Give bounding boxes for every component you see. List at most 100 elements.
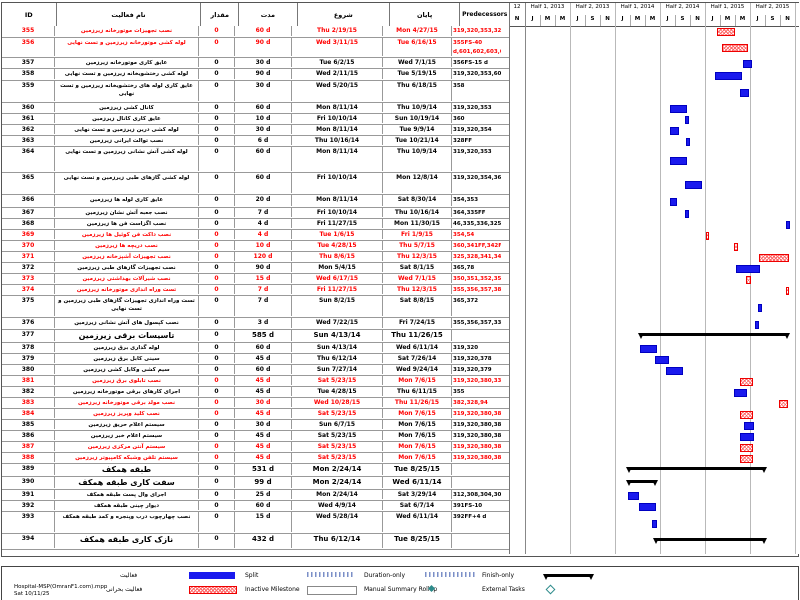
cell-start[interactable]: Sun 4/13/14 [292, 330, 383, 341]
cell-start[interactable]: Sat 5/23/15 [292, 409, 383, 418]
cell-dur[interactable]: 30 d [235, 81, 292, 101]
cell-name[interactable]: عایق کاری لوله ها زیرزمین [55, 195, 199, 206]
cell-id[interactable]: 370 [2, 241, 55, 250]
cell-id[interactable]: 375 [2, 296, 55, 316]
table-row-367[interactable]: 367 نصب جعبه آتش نشان زیرزمین 0 7 d Fri 10/1… [2, 208, 509, 219]
cell-dur[interactable]: 30 d [235, 125, 292, 134]
cell-qty[interactable]: 0 [199, 285, 235, 294]
cell-dur[interactable]: 585 d [235, 330, 292, 341]
cell-qty[interactable]: 0 [199, 38, 235, 56]
cell-start[interactable]: Fri 10/10/14 [292, 208, 383, 217]
cell-pred[interactable]: 354,54 [453, 232, 475, 238]
cell-pred[interactable]: 391FS-10 d,319 [453, 503, 483, 509]
cell-finish[interactable]: Sat 3/29/14 [383, 490, 452, 499]
cell-start[interactable]: Thu 10/16/14 [292, 136, 383, 145]
cell-start[interactable]: Wed 2/11/15 [292, 69, 383, 79]
cell-pred[interactable] [452, 534, 501, 548]
cell-pred[interactable]: 319,320,380,335 [453, 378, 501, 384]
cell-finish[interactable]: Sun 10/19/14 [383, 114, 452, 123]
cell-id[interactable]: 367 [2, 208, 55, 217]
cell-dur[interactable]: 7 d [235, 296, 292, 316]
cell-finish[interactable]: Mon 7/6/15 [383, 409, 452, 418]
cell-pred[interactable]: 46,335,336,325,3 [453, 221, 501, 227]
cell-id[interactable]: 356 [2, 38, 55, 56]
table-row-359[interactable]: 359 عایق کاری لوله های رختشویخانه زیرزمین… [2, 81, 509, 103]
cell-start[interactable]: Fri 10/10/14 [292, 114, 383, 123]
table-row-381[interactable]: 381 نصب تابلوی برق زیرزمین 0 45 d Sat 5/23/1… [2, 376, 509, 387]
cell-id[interactable]: 358 [2, 69, 55, 79]
cell-dur[interactable]: 15 d [235, 512, 292, 532]
cell-dur[interactable]: 60 d [235, 103, 292, 112]
cell-finish[interactable]: Wed 7/1/15 [383, 274, 452, 283]
cell-id[interactable]: 390 [2, 477, 55, 488]
cell-name[interactable]: عایق کاری موتورخانه زیرزمین [55, 58, 199, 67]
cell-pred[interactable] [452, 464, 501, 475]
cell-name[interactable]: نصب کپسول های آتش نشانی زیرزمین [55, 318, 199, 328]
table-row-380[interactable]: 380 سیم کشی وکابل کشی زیرزمین 0 60 d Sun 7/2… [2, 365, 509, 376]
table-row-375[interactable]: 375 تست وراه اندازی تجهیزات گازهای طبی زی… [2, 296, 509, 318]
gantt-bar-374[interactable] [786, 286, 790, 295]
cell-start[interactable]: Wed 4/9/14 [292, 501, 383, 510]
cell-start[interactable]: Mon 8/11/14 [292, 103, 383, 112]
gantt-bar-382[interactable] [734, 389, 748, 397]
gantt-bar-373[interactable] [746, 275, 752, 284]
gantt-bar-359[interactable] [739, 88, 750, 97]
gantt-bar-377[interactable] [638, 332, 790, 339]
cell-name[interactable]: نصب تجهیزات موتورخانه زیرزمین [55, 26, 199, 36]
cell-pred[interactable]: 358 [453, 83, 465, 89]
cell-start[interactable]: Wed 6/17/15 [292, 274, 383, 283]
cell-dur[interactable]: 90 d [235, 69, 292, 79]
cell-qty[interactable]: 0 [199, 318, 235, 328]
cell-dur[interactable]: 99 d [235, 477, 292, 488]
table-row-377[interactable]: 377 تاسیسات برقی زیرزمین 0 585 d Sun 4/13/14… [2, 330, 509, 343]
cell-start[interactable]: Mon 8/11/14 [292, 125, 383, 134]
cell-pred[interactable]: 328FF [453, 138, 472, 144]
cell-pred[interactable]: 319,320,353,601 [453, 71, 501, 77]
table-row-376[interactable]: 376 نصب کپسول های آتش نشانی زیرزمین 0 3 d We… [2, 318, 509, 330]
column-header-finish[interactable]: پایان [390, 3, 461, 26]
cell-finish[interactable]: Tue 6/16/15 [383, 38, 452, 56]
cell-start[interactable]: Sat 5/23/15 [292, 376, 383, 385]
table-row-386[interactable]: 386 سیستم اعلام خبر زیرزمین 0 45 d Sat 5/23/… [2, 431, 509, 442]
table-row-373[interactable]: 373 نصب شیرآلات بهداشتی زیرزمین 0 15 d Wed 6… [2, 274, 509, 285]
cell-id[interactable]: 359 [2, 81, 55, 101]
gantt-bar-367[interactable] [684, 210, 689, 218]
cell-qty[interactable]: 0 [199, 125, 235, 134]
gantt-bar-363[interactable] [686, 138, 690, 146]
cell-id[interactable]: 362 [2, 125, 55, 134]
cell-name[interactable]: نصب توالت ایرانی زیرزمین [55, 136, 199, 145]
cell-start[interactable]: Wed 10/28/15 [292, 398, 383, 407]
cell-pred[interactable]: 319,320,353 [453, 105, 492, 111]
cell-name[interactable]: نصب جعبه آتش نشان زیرزمین [55, 208, 199, 217]
cell-pred[interactable]: 319,320,380,381 [453, 455, 501, 461]
cell-finish[interactable]: Fri 1/9/15 [383, 230, 452, 239]
cell-qty[interactable]: 0 [199, 230, 235, 239]
cell-name[interactable]: نصب تجهیزات آشپزخانه زیرزمین [55, 252, 199, 261]
cell-qty[interactable]: 0 [199, 274, 235, 283]
cell-pred[interactable]: 319,320,379 [453, 367, 492, 373]
cell-name[interactable]: سیستم آنتن مرکزی زیرزمین [55, 442, 199, 451]
cell-id[interactable]: 357 [2, 58, 55, 67]
gantt-bar-387[interactable] [740, 443, 753, 452]
cell-start[interactable]: Mon 5/4/15 [292, 263, 383, 272]
cell-dur[interactable]: 30 d [235, 420, 292, 429]
gantt-bar-371[interactable] [758, 253, 790, 262]
gantt-bar-368[interactable] [786, 221, 790, 229]
cell-qty[interactable]: 0 [199, 173, 235, 193]
cell-pred[interactable]: 365,372 [453, 298, 479, 304]
cell-finish[interactable]: Sat 8/30/14 [383, 195, 452, 206]
cell-id[interactable]: 361 [2, 114, 55, 123]
cell-qty[interactable]: 0 [199, 490, 235, 499]
gantt-bar-375[interactable] [757, 303, 762, 312]
cell-start[interactable]: Sat 5/23/15 [292, 431, 383, 440]
cell-pred[interactable]: 365,78 [453, 265, 475, 271]
cell-finish[interactable]: Thu 5/7/15 [383, 241, 452, 250]
cell-dur[interactable]: 60 d [235, 26, 292, 36]
cell-pred[interactable]: 325,328,341,342 [453, 254, 501, 260]
cell-qty[interactable]: 0 [199, 208, 235, 217]
cell-qty[interactable]: 0 [199, 136, 235, 145]
table-row-356[interactable]: 356 لوله کشی موتورخانه زیرزمین و تست نهای… [2, 38, 509, 58]
table-row-360[interactable]: 360 کانال کشی زیرزمین 0 60 d Mon 8/11/14 Thu … [2, 103, 509, 114]
table-row-365[interactable]: 365 لوله کشی گازهای طبی زیرزمین و تست نها… [2, 173, 509, 195]
cell-name[interactable]: اجرای وال پست طبقه همکف [55, 490, 199, 499]
